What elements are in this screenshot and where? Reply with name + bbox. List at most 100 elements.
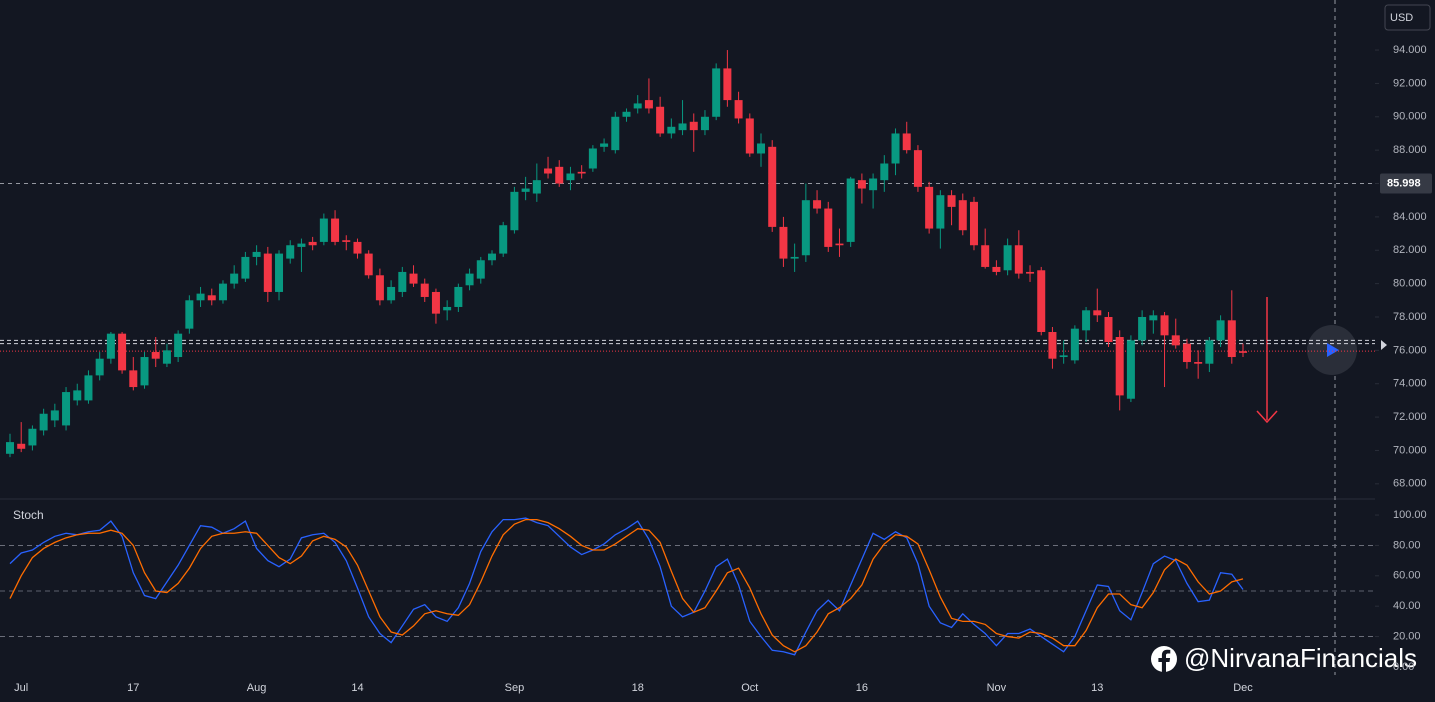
candle-body [790,256,799,259]
candle-body [667,126,676,134]
x-tick-label: 13 [1091,682,1103,694]
candle-body [544,168,553,174]
candle-body [1194,362,1203,364]
candle-body [1149,315,1158,321]
x-tick-label: Oct [741,682,758,694]
candle-body [375,275,384,301]
candle-body [106,333,115,359]
stoch-line [9,518,1244,653]
candle-body [1171,335,1180,346]
candle-body [644,100,653,109]
crosshair-label: 85.998 [1387,177,1421,189]
y-tick-label: 94.000 [1393,44,1427,56]
candle-body [779,226,788,259]
y-tick-label: 80.00 [1393,539,1421,551]
candle-body [1216,320,1225,341]
y-tick-label: 84.000 [1393,211,1427,223]
y-tick-label: 82.000 [1393,244,1427,256]
y-tick-label: 80.000 [1393,278,1427,290]
y-tick-label: 88.000 [1393,144,1427,156]
candle-body [1003,245,1012,271]
candle-body [286,245,295,259]
candle-body [140,357,149,386]
x-tick-label: 18 [632,682,644,694]
candle-body [902,133,911,151]
candle-body [50,410,59,421]
candle-body [824,208,833,247]
candle-body [73,390,82,401]
y-tick-label: 20.00 [1393,630,1421,642]
y-tick-label: 74.000 [1393,378,1427,390]
x-tick-label: Nov [987,682,1007,694]
candle-body [398,271,407,292]
currency-label[interactable]: USD [1390,12,1413,24]
indicator-title: Stoch [13,508,44,522]
scale-marker [1381,340,1387,350]
candle-body [443,306,452,311]
y-tick-label: 60.00 [1393,570,1421,582]
replay-icon[interactable] [1327,343,1339,357]
candle-body [981,245,990,267]
candle-body [913,150,922,187]
candle-body [353,241,362,254]
candle-body [1239,351,1247,353]
candle-body [241,256,250,279]
candle-body [1048,332,1057,359]
candle-body [588,148,597,169]
x-tick-label: Aug [247,682,267,694]
x-tick-label: Sep [505,682,525,694]
candle-body [1126,340,1135,399]
candle-body [218,283,227,301]
candle-body [611,116,620,151]
candle-body [1070,328,1079,361]
grid-layer [0,49,1379,668]
y-tick-label: 78.000 [1393,311,1427,323]
candle-body [622,111,631,117]
candle-body [723,68,732,101]
replay-button[interactable] [1307,325,1357,375]
candle-body [1115,337,1124,396]
candle-body [521,188,530,192]
candle-body [958,200,967,231]
watermark: @NirvanaFinancials [1151,643,1417,673]
candle-body [151,352,160,359]
candle-body [174,333,183,358]
candle-body [6,442,14,454]
y-tick-label: 92.000 [1393,77,1427,89]
candle-body [129,370,138,388]
candle-body [768,146,777,227]
candle-body [1082,310,1091,331]
arrow-head [1256,410,1278,424]
candle-body [880,163,889,181]
candle-body [1104,316,1113,343]
candle-body [734,100,743,119]
currency-box[interactable] [1384,4,1431,31]
x-tick-label: Jul [14,682,28,694]
x-tick-label: 17 [127,682,139,694]
candle-body [1205,340,1214,364]
candle-body [1182,343,1191,363]
candle-body [1014,245,1023,274]
candle-body [387,286,396,301]
candle-body [745,118,754,154]
candle-body [39,413,48,431]
candle-body [28,428,37,446]
price-scale-currency[interactable]: USD [1384,4,1431,31]
candle-body [476,260,485,279]
candle-body [17,443,26,449]
facebook-glyph [1158,649,1171,673]
candle-body [532,180,541,194]
candle-body [700,116,709,131]
candle-body [454,286,463,307]
candle-body [84,375,93,401]
candle-body [857,180,866,189]
candle-body [275,253,284,292]
candle-body [252,251,261,257]
candle-body [555,166,564,184]
candle-body [118,333,127,371]
candle-body [297,243,306,247]
candle-body [577,171,586,174]
candle-body [185,300,194,329]
